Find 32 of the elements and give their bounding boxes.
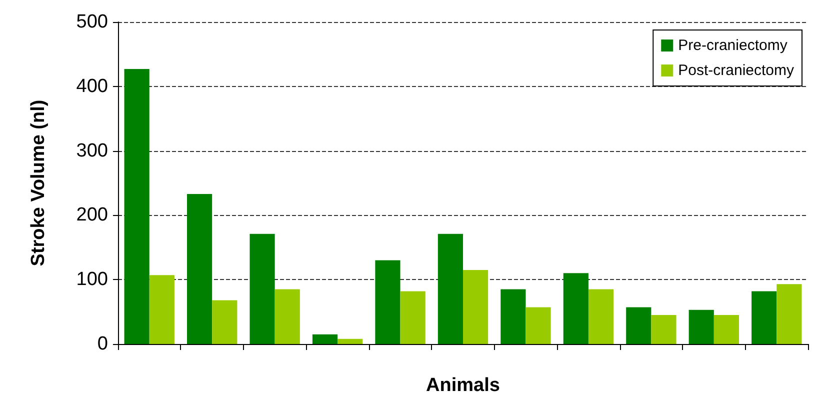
legend-label: Post-craniectomy	[678, 62, 794, 79]
bar	[588, 289, 614, 344]
y-tick-label: 100	[76, 269, 108, 290]
bar	[375, 260, 400, 344]
bar	[563, 273, 588, 344]
bar	[438, 234, 463, 344]
bar	[274, 289, 300, 344]
bar	[400, 291, 426, 344]
y-tick-label: 400	[76, 76, 108, 97]
y-tick-label: 200	[76, 204, 108, 226]
y-tick-label: 300	[76, 140, 108, 162]
y-tick-label: 500	[76, 12, 108, 32]
bar	[651, 315, 676, 344]
bar	[526, 307, 551, 344]
bar	[312, 334, 338, 344]
bar	[250, 234, 275, 344]
bar	[463, 270, 488, 344]
bar	[714, 315, 739, 344]
bar	[688, 310, 714, 344]
bar	[500, 289, 526, 344]
bar	[124, 69, 150, 344]
bar	[752, 291, 777, 344]
bar	[212, 300, 238, 344]
bar	[338, 338, 363, 344]
bar	[626, 307, 652, 344]
bar	[776, 284, 802, 344]
x-axis-title: Animals	[426, 375, 500, 396]
y-axis-title: Stroke Volume (nl)	[28, 100, 49, 266]
y-tick-label: 0	[97, 334, 108, 354]
legend-label: Pre-craniectomy	[678, 37, 788, 54]
bar	[187, 194, 212, 344]
bar	[149, 275, 174, 344]
